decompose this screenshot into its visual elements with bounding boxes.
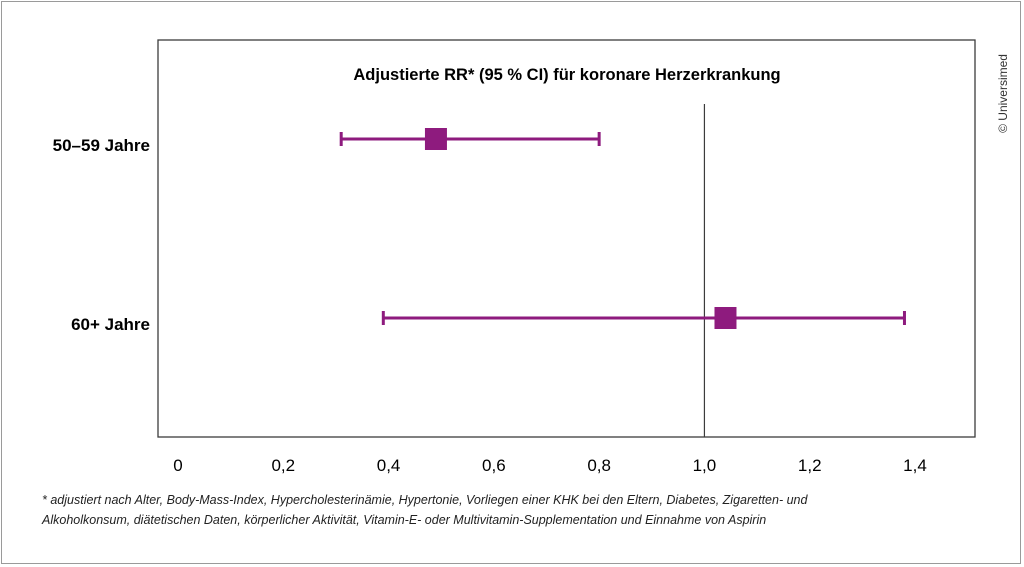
category-label: 60+ Jahre — [71, 315, 150, 334]
footnote: * adjustiert nach Alter, Body-Mass-Index… — [42, 490, 992, 530]
chart-title: Adjustierte RR* (95 % CI) für koronare H… — [353, 66, 780, 84]
footnote-line-1: * adjustiert nach Alter, Body-Mass-Index… — [42, 493, 808, 507]
footnote-line-2: Alkoholkonsum, diätetischen Daten, körpe… — [42, 513, 767, 527]
x-tick-label: 1,2 — [798, 456, 822, 475]
x-tick-label: 0 — [173, 456, 182, 475]
x-tick-label: 0,2 — [271, 456, 295, 475]
x-tick-label: 0,6 — [482, 456, 506, 475]
copyright-label: © Universimed — [996, 54, 1010, 133]
category-label: 50–59 Jahre — [53, 136, 150, 155]
x-tick-label: 0,8 — [587, 456, 611, 475]
x-tick-label: 0,4 — [377, 456, 401, 475]
x-tick-label: 1,4 — [903, 456, 927, 475]
plot-area — [157, 39, 976, 438]
x-tick-label: 1,0 — [693, 456, 717, 475]
estimate-marker — [424, 128, 447, 150]
estimate-marker — [714, 307, 737, 329]
